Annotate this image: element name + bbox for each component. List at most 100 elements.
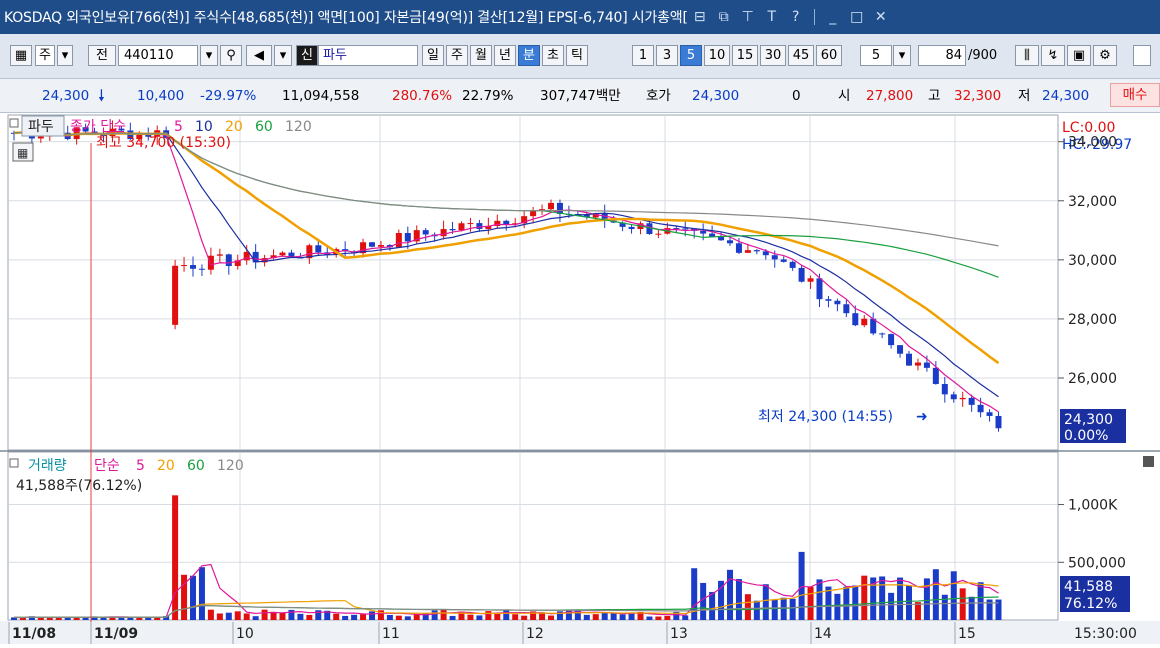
page-input[interactable]: 84 — [918, 45, 966, 66]
restore-icon[interactable]: ⧉ — [718, 9, 729, 25]
volume-bar — [28, 616, 35, 620]
open-label: 시 — [838, 88, 851, 104]
checkbox[interactable] — [1133, 45, 1151, 66]
volume-bar — [297, 613, 304, 620]
price-panel-frame — [7, 114, 1059, 451]
volume-bar — [870, 577, 877, 620]
volume-bar — [968, 596, 975, 620]
stock-name-input[interactable]: 파두 — [318, 45, 418, 66]
candle — [852, 313, 859, 326]
period-tab-6[interactable]: 틱 — [566, 45, 588, 66]
interval-tab-3[interactable]: 3 — [656, 45, 678, 66]
table-icon[interactable] — [12, 142, 34, 162]
interval-tab-5[interactable]: 5 — [680, 45, 702, 66]
interval-tab-15[interactable]: 15 — [732, 45, 758, 66]
x-axis-label: 15 — [958, 626, 976, 642]
candle — [789, 261, 796, 268]
close-icon[interactable]: ✕ — [874, 9, 887, 25]
count-select[interactable]: 5 — [860, 45, 892, 66]
save-icon[interactable]: ▣ — [1067, 45, 1091, 66]
gear-icon[interactable]: ⚙ — [1093, 45, 1117, 66]
candle — [386, 245, 393, 248]
candle — [879, 333, 886, 335]
volume-bar — [449, 615, 456, 620]
volume-panel-toggle[interactable] — [9, 458, 19, 468]
volume-bar — [709, 591, 716, 620]
line-tool-icon[interactable]: ↯ — [1041, 45, 1065, 66]
turnover: 22.79% — [462, 88, 514, 104]
pin-icon[interactable]: ⊤ — [741, 9, 754, 25]
last-pct: 0.00% — [1064, 428, 1108, 444]
volume-bar — [315, 610, 322, 620]
panel-close-icon[interactable] — [1143, 456, 1154, 467]
help-icon[interactable]: ? — [792, 9, 800, 25]
buy-button[interactable]: 매수 — [1110, 83, 1160, 107]
volume-bar — [548, 615, 554, 620]
volume-bar — [172, 495, 179, 620]
period-tab-1[interactable]: 주 — [446, 45, 468, 66]
interval-tab-10[interactable]: 10 — [704, 45, 730, 66]
chevron-down-icon[interactable]: ▾ — [274, 45, 292, 66]
candle — [861, 318, 868, 326]
candle — [467, 223, 474, 225]
search-icon[interactable]: ⚲ — [220, 45, 242, 66]
minimize-icon[interactable]: _ — [829, 9, 837, 25]
volume-bar — [691, 568, 698, 620]
interval-tab-30[interactable]: 30 — [760, 45, 786, 66]
volume-bar — [395, 615, 402, 620]
layout-icon[interactable]: ▦ — [10, 45, 32, 66]
period-tab-0[interactable]: 일 — [422, 45, 444, 66]
title-bar: KOSDAQ 외국인보유[766(천)] 주식수[48,685(천)] 액면[1… — [0, 0, 1160, 34]
volume-bar — [207, 609, 214, 620]
volume-bar — [906, 585, 912, 620]
volume-bar — [583, 614, 590, 620]
period-tab-4[interactable]: 분 — [518, 45, 540, 66]
volume-bar — [476, 615, 483, 620]
volume-bar — [682, 615, 689, 620]
legend-ma-5: 5 — [174, 119, 183, 135]
candle-icon[interactable]: ⫼ — [1015, 45, 1039, 66]
panel-toggle[interactable] — [9, 118, 19, 128]
volume-bar — [610, 613, 617, 620]
candle — [950, 394, 957, 400]
volume-y-tick-label: 1,000K — [1068, 498, 1118, 514]
volume-bar — [109, 616, 116, 620]
candle — [172, 265, 179, 325]
candle — [449, 229, 456, 231]
volume-ma-line-120 — [13, 602, 999, 619]
period-tab-5[interactable]: 초 — [542, 45, 564, 66]
candle — [458, 223, 465, 231]
candle — [494, 220, 501, 226]
last-price: 24,300 — [1064, 412, 1113, 428]
chevron-down-icon[interactable]: ▾ — [893, 45, 911, 66]
candle — [279, 252, 286, 256]
interval-tab-1[interactable]: 1 — [632, 45, 654, 66]
low-label: 저 — [1018, 88, 1031, 104]
volume-bar — [64, 617, 71, 620]
jeon-button[interactable]: 전 — [88, 45, 116, 66]
volume-bar — [923, 578, 930, 620]
font-icon[interactable]: T — [767, 9, 777, 25]
chevron-down-icon[interactable]: ▾ — [200, 45, 218, 66]
code-input[interactable]: 440110 — [118, 45, 198, 66]
period-tab-3[interactable]: 년 — [494, 45, 516, 66]
candle — [512, 223, 519, 225]
volume-bar — [234, 611, 241, 620]
volume-subtitle: 41,588주(76.12%) — [16, 478, 142, 494]
price-change: 10,400 — [137, 88, 185, 104]
interval-tab-45[interactable]: 45 — [788, 45, 814, 66]
volume-legend-name: 거래량 — [28, 458, 67, 474]
low-price: 24,300 — [1042, 88, 1090, 104]
market-select[interactable]: 주 — [35, 45, 55, 66]
volume-bar — [771, 599, 778, 620]
interval-tab-60[interactable]: 60 — [816, 45, 842, 66]
volume-bar — [816, 579, 823, 620]
speaker-icon[interactable]: ◀︎ — [246, 45, 272, 66]
price-volume-chart[interactable]: 파두 종가 단순 5 10 20 60 120 ▦ LC:0.00 HC:-29.97 … — [0, 113, 1160, 644]
volume-bar — [825, 586, 832, 620]
period-tab-2[interactable]: 월 — [470, 45, 492, 66]
chevron-down-icon[interactable]: ▾ — [57, 45, 73, 66]
window-icon[interactable]: ⊟ — [693, 9, 706, 25]
maximize-icon[interactable]: □ — [850, 9, 864, 25]
candle — [906, 353, 912, 366]
